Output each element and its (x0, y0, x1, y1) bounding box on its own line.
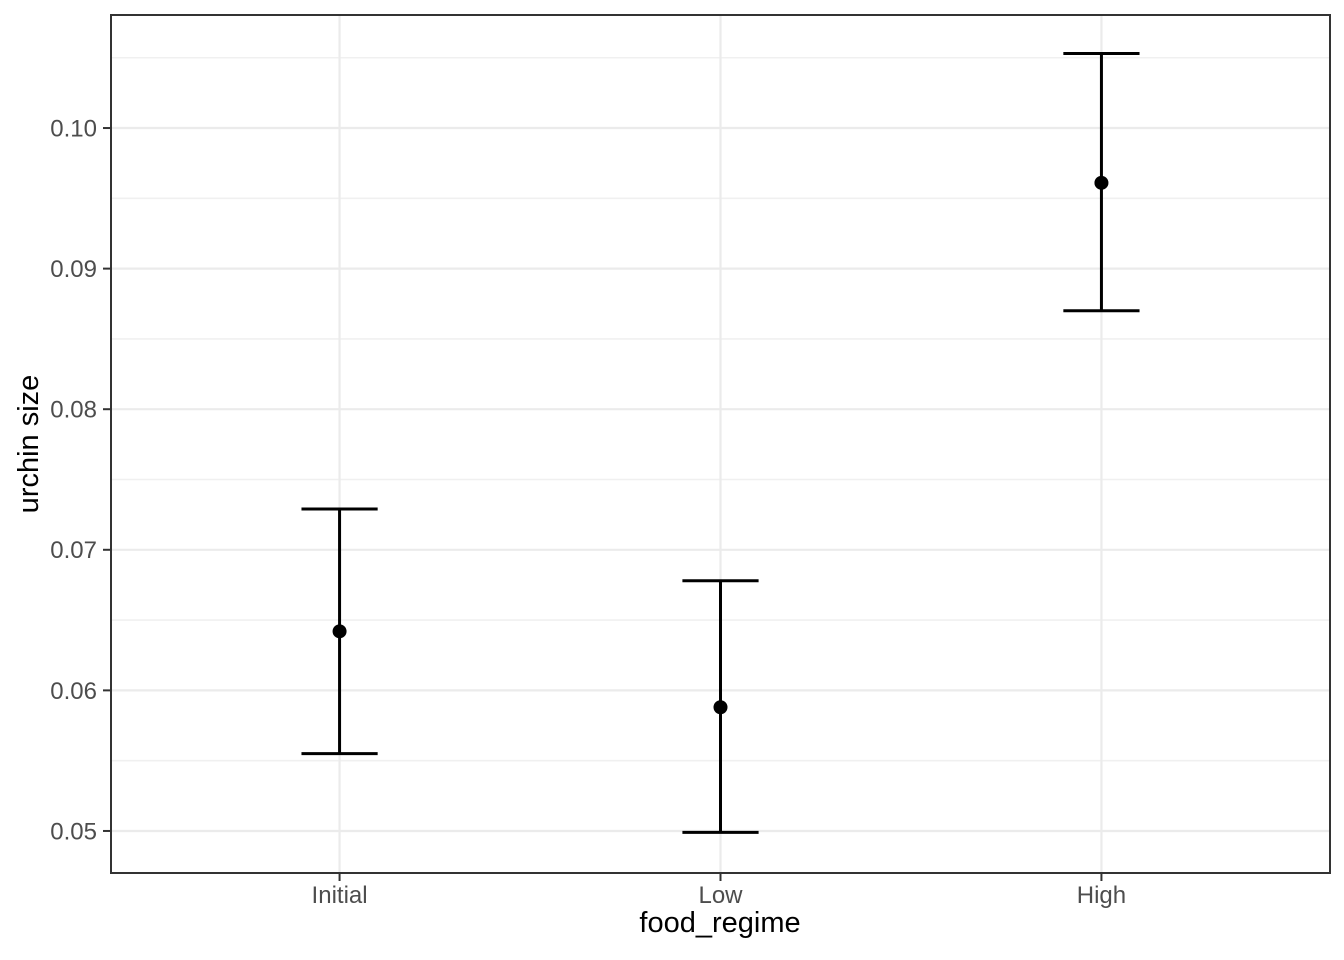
x-axis-title: food_regime (639, 907, 800, 939)
mean-point (1094, 175, 1109, 190)
x-tick-label: Low (698, 882, 743, 909)
axis-ticks-layer (103, 127, 1103, 881)
y-tick-label: 0.07 (50, 537, 97, 564)
mean-point (713, 700, 728, 715)
y-tick-label: 0.10 (50, 115, 97, 142)
mean-point (332, 624, 347, 639)
y-tick-label: 0.08 (50, 397, 97, 424)
x-tick-label: Initial (312, 882, 368, 909)
axis-tick-labels-layer: 0.05 0.06 0.07 0.08 0.09 0.10 Initial Low High (50, 115, 1126, 909)
pointrange-high (1063, 52, 1140, 313)
pointrange-initial (301, 507, 378, 756)
x-tick-label: High (1077, 882, 1126, 909)
y-tick-label: 0.05 (50, 818, 97, 845)
y-tick-label: 0.06 (50, 678, 97, 705)
grid-major-layer (111, 15, 1330, 873)
series-layer (301, 52, 1140, 834)
y-axis-title: urchin size (13, 375, 45, 514)
pointrange-low (682, 579, 759, 834)
y-tick-label: 0.09 (50, 256, 97, 283)
